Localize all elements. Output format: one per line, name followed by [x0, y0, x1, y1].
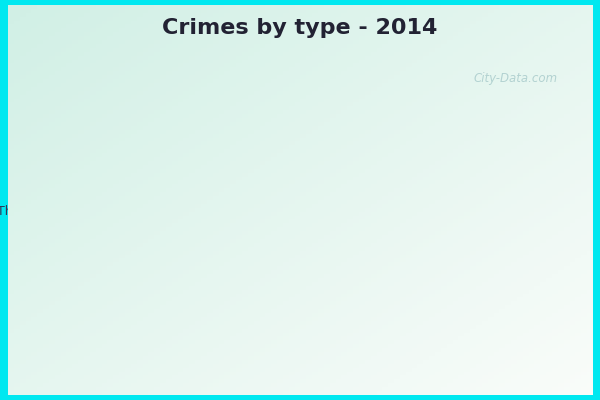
Text: Burglaries (54.5%): Burglaries (54.5%) — [283, 134, 496, 236]
Text: Assaults (9.1%): Assaults (9.1%) — [193, 74, 316, 166]
Text: Auto thefts (4.5%): Auto thefts (4.5%) — [189, 231, 328, 364]
Wedge shape — [168, 216, 237, 304]
Text: Crimes by type - 2014: Crimes by type - 2014 — [163, 18, 437, 38]
Wedge shape — [212, 125, 237, 216]
Wedge shape — [211, 125, 328, 307]
Text: Thefts (31.8%): Thefts (31.8%) — [0, 199, 326, 218]
Text: City-Data.com: City-Data.com — [474, 72, 558, 85]
Wedge shape — [146, 128, 237, 276]
